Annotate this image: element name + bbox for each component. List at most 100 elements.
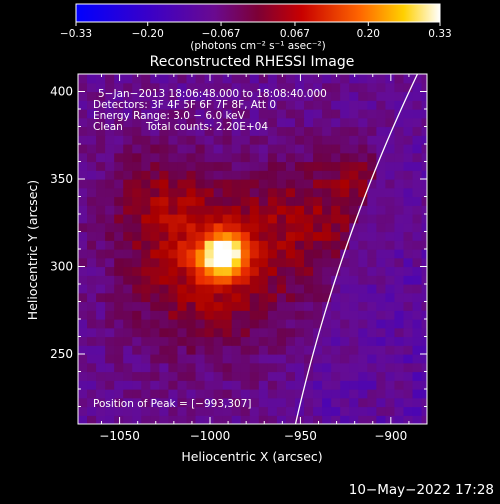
heatmap-pixel (213, 327, 224, 338)
heatmap-pixel (123, 415, 133, 424)
heatmap-pixel (150, 161, 160, 171)
heatmap-pixel (195, 240, 206, 250)
heatmap-pixel (276, 179, 287, 189)
heatmap-pixel (340, 336, 350, 346)
heatmap-pixel (159, 380, 170, 390)
heatmap-pixel (114, 100, 124, 110)
heatmap-pixel (313, 205, 323, 215)
heatmap-pixel (421, 310, 427, 320)
heatmap-pixel (213, 336, 224, 346)
heatmap-pixel (349, 144, 359, 154)
heatmap-pixel (132, 214, 142, 224)
heatmap-pixel (376, 126, 387, 136)
heatmap-pixel (322, 362, 332, 373)
heatmap-pixel (150, 354, 160, 364)
heatmap-pixel (159, 292, 170, 303)
heatmap-pixel (313, 292, 323, 303)
heatmap-pixel (123, 117, 133, 128)
heatmap-pixel (141, 362, 151, 373)
heatmap-pixel (285, 380, 296, 390)
heatmap-pixel (385, 187, 396, 198)
heatmap-pixel (105, 275, 115, 285)
heatmap-pixel (249, 249, 260, 259)
heatmap-pixel (141, 82, 151, 93)
heatmap-pixel (340, 380, 350, 390)
heatmap-pixel (141, 161, 151, 171)
heatmap-pixel (403, 354, 414, 364)
heatmap-pixel (276, 161, 287, 171)
heatmap-pixel (267, 284, 278, 294)
heatmap-pixel (177, 100, 188, 110)
heatmap-pixel (331, 301, 341, 311)
heatmap-pixel (421, 196, 427, 206)
heatmap-pixel (159, 284, 170, 294)
heatmap-pixel (177, 336, 188, 346)
heatmap-pixel (313, 222, 323, 233)
heatmap-pixel (132, 362, 142, 373)
heatmap-pixel (331, 345, 341, 355)
heatmap-pixel (340, 284, 350, 294)
heatmap-pixel (222, 292, 233, 303)
colorbar-unit-label: (photons cm⁻² s⁻¹ asec⁻²) (190, 40, 325, 52)
heatmap-pixel (349, 275, 359, 285)
heatmap-pixel (294, 187, 305, 198)
heatmap-pixel (358, 380, 368, 390)
heatmap-pixel (294, 406, 305, 416)
heatmap-pixel (421, 91, 427, 101)
heatmap-pixel (276, 214, 287, 224)
heatmap-pixel (114, 161, 124, 171)
heatmap-pixel (385, 144, 396, 154)
heatmap-pixel (294, 205, 305, 215)
heatmap-pixel (376, 257, 387, 268)
heatmap-pixel (123, 161, 133, 171)
heatmap-pixel (231, 100, 242, 110)
heatmap-pixel (358, 126, 368, 136)
heatmap-pixel (96, 170, 106, 180)
heatmap-pixel (376, 222, 387, 233)
heatmap-pixel (132, 222, 142, 233)
heatmap-pixel (421, 292, 427, 303)
heatmap-pixel (349, 354, 359, 364)
heatmap-pixel (313, 301, 323, 311)
heatmap-pixel (141, 275, 151, 285)
heatmap-pixel (87, 406, 97, 416)
heatmap-pixel (349, 187, 359, 198)
heatmap-pixel (421, 74, 427, 84)
heatmap-pixel (376, 310, 387, 320)
heatmap-pixel (267, 380, 278, 390)
heatmap-pixel (376, 161, 387, 171)
heatmap-pixel (276, 82, 287, 93)
heatmap-pixel (231, 319, 242, 329)
heatmap-pixel (159, 240, 170, 250)
heatmap-pixel (340, 222, 350, 233)
heatmap-pixel (358, 310, 368, 320)
heatmap-pixel (222, 214, 233, 224)
heatmap-pixel (105, 222, 115, 233)
heatmap-pixel (186, 161, 197, 171)
heatmap-pixel (213, 380, 224, 390)
heatmap-pixel (168, 144, 179, 154)
heatmap-pixel (412, 214, 423, 224)
heatmap-pixel (313, 240, 323, 250)
heatmap-pixel (168, 91, 179, 101)
heatmap-pixel (186, 301, 197, 311)
heatmap-pixel (394, 319, 405, 329)
heatmap-pixel (231, 135, 242, 145)
colorbar-tick-label: 0.33 (428, 28, 451, 40)
heatmap-pixel (267, 415, 278, 424)
heatmap-pixel (159, 161, 170, 171)
heatmap-pixel (376, 327, 387, 338)
heatmap-pixel (96, 266, 106, 276)
heatmap-pixel (358, 74, 368, 84)
heatmap-pixel (105, 415, 115, 424)
heatmap-pixel (132, 301, 142, 311)
heatmap-pixel (267, 179, 278, 189)
heatmap-pixel (331, 161, 341, 171)
heatmap-pixel (340, 126, 350, 136)
heatmap-pixel (313, 275, 323, 285)
heatmap-pixel (150, 275, 160, 285)
heatmap-pixel (114, 135, 124, 145)
heatmap-pixel (267, 249, 278, 259)
heatmap-pixel (168, 214, 179, 224)
